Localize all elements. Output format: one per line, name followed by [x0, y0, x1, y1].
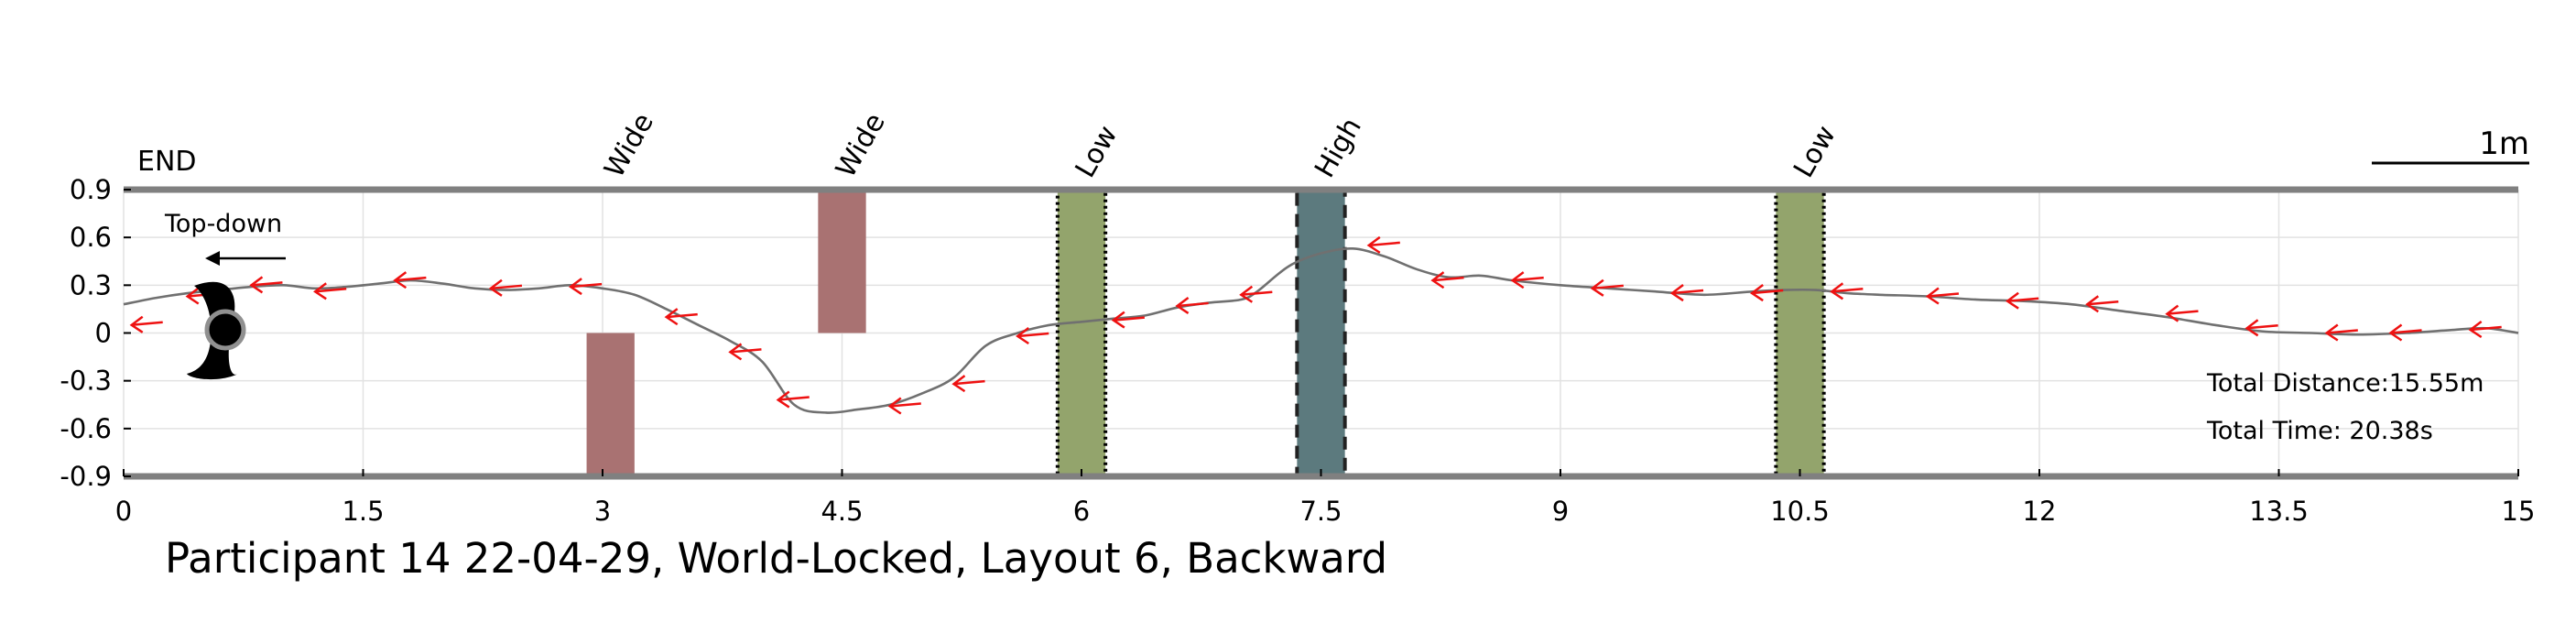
heading-arrow-14 — [1366, 235, 1400, 254]
x-axis-ticks: 0 1.5 3 4.5 6 7.5 9 10.5 12 13.5 15 — [115, 469, 2536, 527]
obstacle-label-4: Low — [1788, 120, 1842, 183]
y-tick-label-5: -0.6 — [60, 413, 112, 444]
heading-arrow-25 — [488, 278, 523, 297]
x-tick-label-1: 1.5 — [342, 496, 384, 527]
x-tick-label-10: 15 — [2502, 496, 2536, 527]
direction-arrow-head — [205, 251, 220, 266]
obstacle-4 — [1774, 188, 1826, 478]
top-down-label: Top-down — [164, 210, 282, 238]
x-tick-label-8: 12 — [2023, 496, 2057, 527]
x-tick-label-6: 9 — [1552, 496, 1569, 527]
y-axis-ticks: 0.9 0.6 0.3 0 -0.3 -0.6 -0.9 — [60, 174, 131, 492]
total-time: Total Time: 20.38s — [2206, 417, 2433, 445]
heading-arrow-5 — [2085, 295, 2119, 313]
heading-arrow-8 — [1830, 282, 1864, 300]
heading-arrow-24 — [568, 278, 603, 296]
obstacle-labels: Wide Wide Low High Low — [598, 108, 1842, 183]
end-label: END — [137, 146, 197, 178]
y-tick-label-2: 0.3 — [70, 269, 112, 300]
x-tick-label-2: 3 — [594, 496, 611, 527]
x-tick-label-7: 10.5 — [1770, 496, 1830, 527]
y-tick-label-4: -0.3 — [60, 366, 112, 397]
obstacle-label-0: Wide — [598, 108, 660, 183]
x-tick-label-0: 0 — [115, 496, 132, 527]
obstacle-label-1: Wide — [830, 108, 892, 183]
heading-arrow-2 — [2324, 323, 2358, 342]
heading-arrows — [129, 235, 2502, 415]
y-tick-label-3: 0 — [95, 318, 112, 349]
x-tick-label-9: 13.5 — [2249, 496, 2309, 527]
obstacle-label-2: Low — [1070, 120, 1125, 183]
heading-arrow-10 — [1669, 284, 1704, 302]
heading-arrow-6 — [2005, 291, 2039, 310]
heading-arrow-11 — [1590, 278, 1624, 297]
heading-arrow-0 — [2468, 321, 2502, 339]
heading-arrow-1 — [2388, 323, 2422, 342]
x-tick-label-4: 6 — [1073, 496, 1090, 527]
walker-icon — [187, 281, 246, 380]
heading-arrow-9 — [1750, 284, 1784, 302]
x-tick-label-3: 4.5 — [821, 496, 863, 527]
obstacle-3 — [1295, 188, 1347, 478]
heading-arrow-17 — [1111, 311, 1145, 329]
x-tick-label-5: 7.5 — [1299, 496, 1342, 527]
heading-arrow-3 — [2244, 319, 2278, 337]
y-tick-label-6: -0.9 — [60, 461, 112, 492]
heading-arrow-13 — [1430, 271, 1464, 289]
heading-arrow-26 — [393, 271, 427, 289]
heading-arrow-12 — [1510, 271, 1544, 289]
obstacles — [586, 188, 1826, 478]
heading-arrow-23 — [664, 308, 698, 326]
obstacle-label-3: High — [1309, 113, 1368, 183]
scale-bar-label: 1m — [2479, 126, 2529, 162]
heading-arrow-18 — [1016, 326, 1049, 345]
y-tick-label-1: 0.6 — [70, 222, 112, 253]
heading-arrow-28 — [249, 276, 283, 294]
chart-title: Participant 14 22-04-29, World-Locked, L… — [165, 534, 1387, 583]
heading-arrow-15 — [1239, 285, 1273, 303]
total-distance: Total Distance:15.55m — [2206, 369, 2484, 398]
obstacle-0 — [586, 333, 635, 476]
heading-arrow-27 — [313, 282, 347, 300]
heading-arrow-21 — [776, 390, 810, 409]
heading-arrow-7 — [1925, 287, 1960, 305]
heading-arrow-16 — [1175, 296, 1209, 314]
obstacle-1 — [818, 190, 866, 333]
heading-arrow-4 — [2165, 304, 2199, 322]
heading-arrow-22 — [728, 343, 762, 361]
obstacle-2 — [1055, 188, 1108, 478]
heading-arrow-20 — [887, 397, 921, 415]
heading-arrow-19 — [951, 375, 985, 393]
heading-arrow-30 — [129, 315, 163, 333]
y-tick-label-0: 0.9 — [70, 174, 112, 205]
